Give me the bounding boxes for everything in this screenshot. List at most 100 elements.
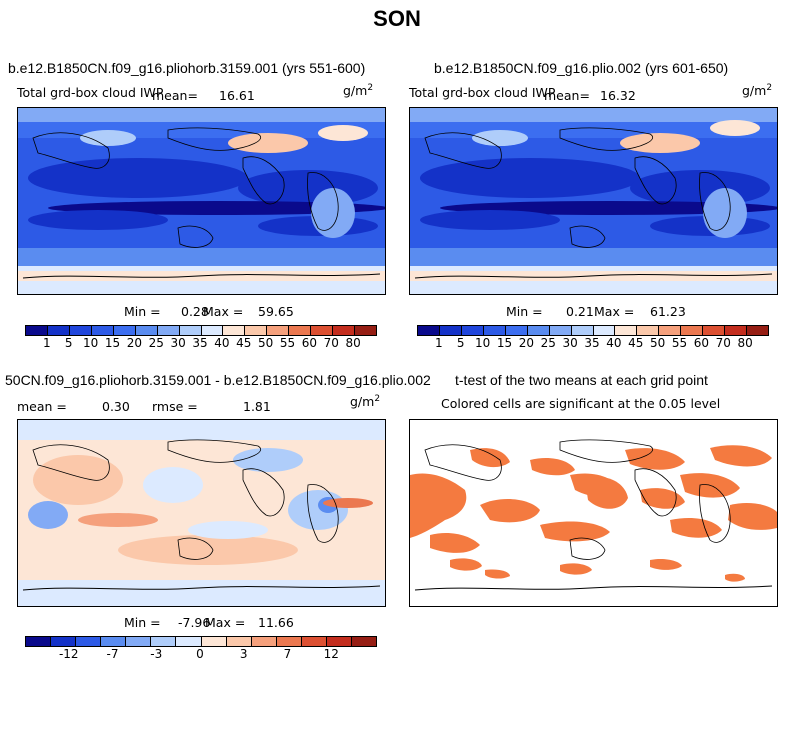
colorbar-segment (637, 326, 660, 335)
panel2-min-value: 0.21 (566, 304, 594, 319)
colorbar-segment (659, 326, 682, 335)
colorbar-segment (267, 326, 290, 335)
colorbar-tick-label: 25 (148, 336, 164, 350)
colorbar-segment (151, 637, 177, 646)
panel1-colorbar-labels: 1 5 10 15 20 25 30 35 40 45 50 55 60 70 80 (25, 336, 375, 352)
colorbar-tick-label: 1 (43, 336, 51, 350)
panel3-colorbar-labels: -12 -7 -3 0 3 7 12 (25, 647, 375, 663)
panel2-max-value: 61.23 (650, 304, 686, 319)
colorbar-tick-label: 50 (649, 336, 666, 350)
panel4-significance-map (410, 420, 777, 606)
panel2-max-label: Max = (594, 304, 635, 319)
colorbar-segment (681, 326, 704, 335)
colorbar-segment (461, 326, 484, 335)
colorbar-tick-label: -7 (106, 647, 119, 661)
colorbar-tick-label: 0 (196, 647, 204, 661)
panel3-heatmap (18, 420, 385, 606)
colorbar-segment (333, 326, 356, 335)
colorbar-segment (725, 326, 748, 335)
colorbar-tick-label: 35 (584, 336, 600, 350)
colorbar-segment (505, 326, 528, 335)
panel3-rmse-label: rmse = (152, 399, 198, 414)
colorbar-tick-label: 25 (540, 336, 556, 350)
colorbar-tick-label: 50 (257, 336, 274, 350)
colorbar-tick-label: 80 (737, 336, 753, 350)
colorbar-tick-label: 55 (671, 336, 688, 350)
colorbar-tick-label: 10 (82, 336, 99, 350)
colorbar-segment (69, 326, 92, 335)
colorbar-tick-label: -12 (58, 647, 79, 661)
colorbar-segment (483, 326, 506, 335)
colorbar-tick-label: 15 (104, 336, 121, 350)
panel1-max-value: 59.65 (258, 304, 294, 319)
colorbar-segment (176, 637, 202, 646)
colorbar-tick-label: 3 (239, 647, 248, 661)
colorbar-segment (615, 326, 638, 335)
colorbar-segment (26, 326, 48, 335)
colorbar-segment (527, 326, 550, 335)
colorbar-segment (51, 637, 77, 646)
colorbar-segment (703, 326, 726, 335)
colorbar-tick-label: 80 (345, 336, 361, 350)
colorbar-tick-label: 55 (279, 336, 296, 350)
colorbar-segment (352, 637, 377, 646)
panel1-title: b.e12.B1850CN.f09_g16.pliohorb.3159.001 … (8, 60, 366, 76)
colorbar-segment (113, 326, 136, 335)
panel1-max-label: Max = (203, 304, 244, 319)
colorbar-tick-label: 30 (170, 336, 186, 350)
panel2-colorbar-labels: 1 5 10 15 20 25 30 35 40 45 50 55 60 70 80 (417, 336, 767, 352)
colorbar-tick-label: 5 (456, 336, 465, 350)
panel2-colorbar (417, 325, 769, 336)
panel1-colorbar (25, 325, 377, 336)
colorbar-segment (418, 326, 440, 335)
colorbar-segment (251, 637, 277, 646)
colorbar-tick-label: 5 (64, 336, 73, 350)
colorbar-tick-label: 30 (562, 336, 578, 350)
panel3-map (17, 419, 386, 607)
panel1-mean-value: 16.61 (219, 88, 255, 103)
colorbar-segment (47, 326, 70, 335)
panel1-min-label: Min = (124, 304, 161, 319)
colorbar-tick-label: 40 (606, 336, 622, 350)
panel3-max-value: 11.66 (258, 615, 294, 630)
colorbar-segment (135, 326, 158, 335)
colorbar-segment (201, 326, 224, 335)
panel4-title: t-test of the two means at each grid poi… (455, 372, 708, 388)
colorbar-segment (223, 326, 246, 335)
colorbar-tick-label: 1 (435, 336, 443, 350)
colorbar-tick-label: 20 (518, 336, 535, 350)
panel1-units: g/m2 (343, 83, 374, 99)
panel1-heatmap (18, 108, 385, 294)
colorbar-segment (549, 326, 572, 335)
colorbar-tick-label: 12 (323, 647, 339, 661)
colorbar-tick-label: 35 (192, 336, 208, 350)
colorbar-segment (439, 326, 462, 335)
colorbar-tick-label: 45 (628, 336, 644, 350)
colorbar-tick-label: 45 (236, 336, 252, 350)
colorbar-segment (301, 637, 327, 646)
panel2-heatmap (410, 108, 777, 294)
panel2-map (409, 107, 778, 295)
colorbar-segment (311, 326, 334, 335)
colorbar-segment (245, 326, 268, 335)
panel4-map (409, 419, 778, 607)
colorbar-tick-label: 7 (283, 647, 292, 661)
colorbar-segment (276, 637, 302, 646)
panel3-min-label: Min = (124, 615, 161, 630)
colorbar-segment (126, 637, 152, 646)
colorbar-segment (101, 637, 127, 646)
colorbar-segment (326, 637, 353, 646)
colorbar-tick-label: 60 (301, 336, 318, 350)
colorbar-segment (355, 326, 376, 335)
panel3-mean-label: mean = (17, 399, 67, 414)
colorbar-tick-label: 70 (323, 336, 339, 350)
colorbar-segment (179, 326, 202, 335)
panel3-max-label: Max = (205, 615, 246, 630)
colorbar-segment (289, 326, 312, 335)
panel3-units: g/m2 (350, 394, 381, 410)
panel4-subtitle: Colored cells are significant at the 0.0… (441, 396, 721, 411)
colorbar-segment (226, 637, 252, 646)
colorbar-segment (76, 637, 102, 646)
colorbar-segment (91, 326, 114, 335)
colorbar-tick-label: 40 (214, 336, 230, 350)
